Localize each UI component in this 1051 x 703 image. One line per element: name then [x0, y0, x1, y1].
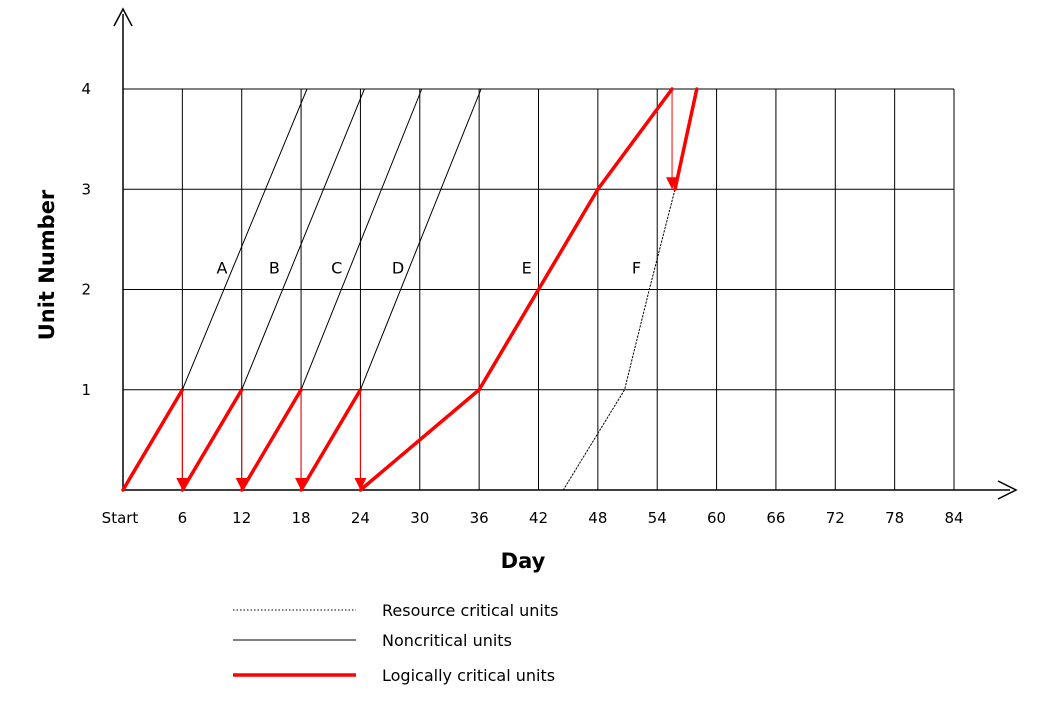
activity-label-d: D [392, 258, 404, 277]
series-line-b-bold-red [180, 388, 244, 492]
series-line-c-bold-red [239, 388, 303, 492]
y-axis-title: Unit Number [35, 189, 59, 340]
y-tick-label: 2 [81, 281, 91, 299]
y-tick-label: 3 [81, 180, 91, 198]
series-line-f-dotted [562, 188, 676, 491]
series [121, 87, 699, 492]
critical-link-arrowhead-icon [176, 478, 189, 490]
series-line-b-thin [241, 88, 365, 391]
activity-labels: A B C D E F [216, 258, 641, 277]
x-tick-label: 72 [826, 509, 845, 527]
x-axis-title: Day [501, 549, 546, 573]
series-line-d-bold-red [299, 388, 363, 492]
activity-label-f: F [632, 258, 641, 277]
x-tick-label: 60 [707, 509, 726, 527]
critical-link-arrowhead-icon [295, 478, 308, 490]
x-tick-label: 84 [944, 509, 963, 527]
legend-label-noncritical: Noncritical units [382, 631, 512, 650]
legend-label-logically-critical: Logically critical units [382, 666, 555, 685]
x-tick-label: 78 [885, 509, 904, 527]
series-line-d-thin [359, 88, 482, 391]
x-tick-label: 6 [178, 509, 188, 527]
critical-links [176, 89, 679, 490]
activity-label-b: B [269, 258, 280, 277]
series-line-c-thin [300, 88, 423, 391]
legend-label-resource-critical: Resource critical units [382, 601, 558, 620]
y-tick-label: 1 [81, 381, 91, 399]
x-tick-label: 12 [232, 509, 251, 527]
x-tick-label: 18 [292, 509, 311, 527]
x-tick-label: Start [102, 509, 139, 527]
series-line-a-thin [181, 88, 308, 391]
y-tick-label: 4 [81, 80, 91, 98]
x-tick-label: 42 [529, 509, 548, 527]
critical-link-arrowhead-icon [235, 478, 248, 490]
series-line-a-bold-red [121, 388, 185, 492]
x-tick-label: 24 [351, 509, 370, 527]
grid [123, 88, 955, 490]
axes [113, 7, 1018, 500]
critical-link-arrowhead-icon [666, 177, 679, 190]
series-line-e-bold-red [358, 87, 674, 492]
activity-label-c: C [331, 258, 342, 277]
x-tick-label: 36 [470, 509, 489, 527]
x-tick-label: 30 [410, 509, 429, 527]
series-line-f-bold-red [673, 87, 699, 191]
x-axis-arrow-icon [997, 480, 1018, 500]
activity-label-a: A [216, 258, 227, 277]
y-axis-arrow-icon [113, 7, 133, 27]
x-tick-label: 54 [648, 509, 667, 527]
critical-link-arrowhead-icon [354, 478, 367, 490]
x-tick-label: 66 [766, 509, 785, 527]
x-tick-label: 48 [588, 509, 607, 527]
activity-label-e: E [522, 258, 532, 277]
legend: Resource critical units Noncritical unit… [233, 601, 558, 685]
